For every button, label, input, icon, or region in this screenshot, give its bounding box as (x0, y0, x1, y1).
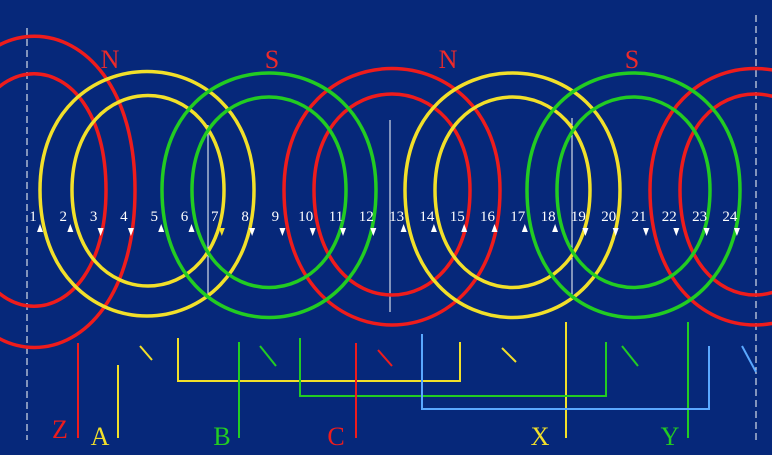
slot-number: 5 (150, 209, 158, 225)
slot-number: 8 (241, 209, 249, 225)
coil-group (0, 34, 772, 349)
coil-green-outer-1 (160, 71, 378, 320)
slot-number: 3 (90, 209, 98, 225)
coil-yellow-outer-2 (403, 71, 622, 320)
arrow-group (37, 224, 740, 236)
slot-number: 9 (272, 209, 280, 225)
slot-number: 13 (389, 209, 404, 225)
slot-arrow-up (461, 224, 468, 232)
pole-label: N (101, 45, 120, 74)
slot-arrow-up (188, 224, 195, 232)
slot-number: 6 (181, 209, 189, 225)
link-a (177, 338, 461, 382)
link-blue-stub (741, 345, 757, 373)
slot-arrow-down (612, 228, 619, 236)
terminal-label-b: B (213, 422, 230, 451)
jumper-green (259, 345, 277, 367)
slot-number: 19 (571, 209, 586, 225)
slot-number: 24 (722, 209, 738, 225)
coil-red-outer-2 (282, 66, 502, 327)
pole-label: N (439, 45, 458, 74)
slot-arrow-down (673, 228, 680, 236)
slot-arrow-down (127, 228, 134, 236)
slot-arrow-up (430, 224, 437, 232)
slot-arrow-down (582, 228, 589, 236)
slot-arrow-down (218, 228, 225, 236)
coil-red-inner-2 (312, 92, 472, 297)
slot-number: 11 (329, 209, 343, 225)
slot-labels: 1 2 3 4 5 6 7 8 9 10 11 12 13 14 15 16 17 18 19 20 21 22 23 24 (29, 209, 738, 225)
slot-number: 4 (120, 209, 128, 225)
coil-green-inner-1 (190, 95, 348, 290)
slot-arrow-down (309, 228, 316, 236)
coil-yellow-inner-2 (433, 95, 592, 290)
coil-red-inner-1 (0, 72, 108, 308)
slot-number: 2 (60, 209, 68, 225)
terminal-label-z: Z (52, 415, 68, 444)
terminal-label-x: X (531, 422, 550, 451)
slot-number: 23 (692, 209, 707, 225)
slot-number: 17 (510, 209, 526, 225)
slot-arrow-down (97, 228, 104, 236)
slot-arrow-down (249, 228, 256, 236)
slot-arrow-up (158, 224, 165, 232)
pole-label: S (265, 45, 279, 74)
link-blue (421, 334, 710, 410)
coil-red-outer-1 (0, 34, 137, 349)
slot-arrow-down (733, 228, 740, 236)
slot-arrow-up (552, 224, 559, 232)
slot-number: 21 (632, 209, 647, 225)
link-b (299, 338, 607, 397)
jumper-yellow (139, 345, 153, 361)
slot-number: 14 (419, 209, 435, 225)
coil-red-outer-3 (648, 66, 772, 327)
slot-number: 16 (480, 209, 496, 225)
slot-arrow-down (643, 228, 649, 236)
slot-arrow-down (703, 228, 710, 236)
slot-number: 7 (211, 209, 219, 225)
coil-green-inner-2 (555, 95, 712, 290)
coil-green-outer-2 (525, 71, 742, 320)
terminal-label-c: C (327, 422, 344, 451)
slot-arrow-up (67, 224, 74, 232)
terminal-labels: Z A B C X Y (52, 415, 680, 451)
slot-arrow-up (400, 224, 407, 232)
slot-arrow-up (491, 224, 498, 232)
slot-number: 15 (450, 209, 465, 225)
connection-group (77, 322, 757, 438)
jumper-yellow (501, 347, 517, 363)
jumper-group (139, 345, 639, 367)
slot-number: 20 (601, 209, 616, 225)
slot-number: 22 (662, 209, 677, 225)
jumper-red (377, 349, 393, 367)
slot-arrow-down (279, 228, 286, 236)
slot-number: 18 (541, 209, 556, 225)
pole-label: S (625, 45, 639, 74)
slot-arrow-up (521, 224, 528, 232)
coil-red-inner-3 (678, 92, 772, 297)
slot-number: 12 (359, 209, 374, 225)
slot-number: 10 (298, 209, 313, 225)
coil-yellow-inner-1 (70, 93, 226, 288)
pole-labels: N S N S (101, 45, 640, 74)
slot-arrow-down (340, 228, 346, 236)
slot-number: 1 (29, 209, 37, 225)
slot-arrow-down (370, 228, 377, 236)
terminal-label-y: Y (661, 422, 680, 451)
slot-arrow-up (37, 224, 43, 232)
jumper-green (621, 345, 639, 367)
coil-yellow-outer-1 (38, 69, 256, 318)
terminal-label-a: A (91, 422, 110, 451)
